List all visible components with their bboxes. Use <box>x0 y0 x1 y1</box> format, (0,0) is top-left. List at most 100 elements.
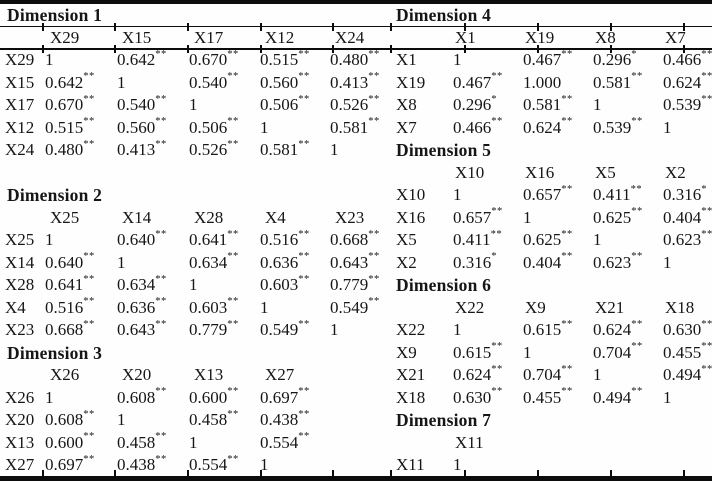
matrix-data-row: X28 0.641** 0.634** 1 0.603** 0.779** <box>0 274 392 297</box>
matrix-column-header: X28 <box>194 207 224 227</box>
significance-stars: ** <box>701 363 712 375</box>
correlation-value: 0.411** <box>453 228 503 249</box>
correlation-value: 1 <box>330 140 339 159</box>
matrix-column-header: X19 <box>525 27 555 47</box>
correlation-value: 0.458** <box>117 431 167 452</box>
significance-stars: ** <box>368 228 380 240</box>
matrix-row-label: X20 <box>5 410 35 429</box>
significance-stars: ** <box>701 341 712 353</box>
column-tick <box>390 45 392 54</box>
column-tick <box>537 45 539 54</box>
column-tick <box>114 45 116 54</box>
correlation-value: 1 <box>117 72 126 92</box>
correlation-value: 0.526** <box>330 93 380 114</box>
matrix-row-label: X10 <box>396 185 426 204</box>
correlation-value: 0.657** <box>523 183 573 204</box>
matrix-row-label: X28 <box>5 275 35 294</box>
matrix-column-header: X18 <box>665 297 695 317</box>
significance-stars: ** <box>561 363 573 375</box>
matrix-row-label: X2 <box>396 252 417 272</box>
correlation-value: 0.697** <box>260 386 310 407</box>
matrix-column-header: X10 <box>455 162 485 182</box>
significance-stars: * <box>491 251 497 263</box>
significance-stars: ** <box>83 251 95 263</box>
significance-stars: ** <box>227 408 239 420</box>
matrix-column-header: X11 <box>455 432 484 452</box>
matrix-header-row: X10 X16 X5 X2 <box>392 162 712 185</box>
correlation-value: 0.554** <box>260 431 310 452</box>
matrix-header-row: X26 X20 X13 X27 <box>0 364 392 387</box>
matrix-column-header: X21 <box>595 297 625 317</box>
correlation-value: 0.515** <box>45 116 95 137</box>
column-tick <box>114 469 116 477</box>
correlation-value: 1 <box>260 297 269 317</box>
correlation-value: 0.404** <box>663 206 712 227</box>
correlation-value: 0.506** <box>260 93 310 114</box>
correlation-value: 0.615** <box>453 341 503 362</box>
spacer-row <box>0 162 392 185</box>
significance-stars: ** <box>561 93 573 105</box>
correlation-value: 0.636** <box>260 251 310 272</box>
significance-stars: ** <box>155 228 167 240</box>
correlation-value: 0.670** <box>189 48 239 69</box>
significance-stars: ** <box>631 116 643 128</box>
significance-stars: ** <box>561 48 573 60</box>
matrix-data-row: X18 0.630** 0.455** 0.494** 1 <box>392 387 712 410</box>
significance-stars: ** <box>155 138 167 150</box>
matrix-data-row: X27 0.697** 0.438** 0.554** 1 <box>0 454 392 477</box>
correlation-value: 0.624** <box>663 71 712 92</box>
correlation-value: 0.779** <box>330 273 380 294</box>
matrix-data-row: X25 1 0.640** 0.641** 0.516** 0.668** <box>0 229 392 252</box>
matrix-row-label: X19 <box>396 72 426 92</box>
matrix-row-label: X25 <box>5 230 35 249</box>
correlation-value: 0.670** <box>45 93 95 114</box>
correlation-value: 0.641** <box>45 273 95 294</box>
correlation-value: 0.636** <box>117 296 167 317</box>
matrix-data-row: X7 0.466** 0.624** 0.539** 1 <box>392 117 712 140</box>
significance-stars: ** <box>155 296 167 308</box>
significance-stars: ** <box>491 363 503 375</box>
correlation-value: 0.642** <box>117 48 167 69</box>
correlation-value: 1 <box>189 95 198 114</box>
correlation-value: 1 <box>453 455 462 474</box>
correlation-value: 0.625** <box>523 228 573 249</box>
matrix-row-label: X22 <box>396 320 426 339</box>
significance-stars: ** <box>227 318 239 330</box>
column-tick <box>187 45 189 54</box>
matrix-column-header: X20 <box>122 365 152 384</box>
correlation-value: 0.581** <box>593 71 643 92</box>
correlation-value: 0.603** <box>189 296 239 317</box>
significance-stars: ** <box>155 386 167 398</box>
correlation-value: 0.630** <box>663 318 712 339</box>
significance-stars: ** <box>701 93 712 105</box>
matrix-data-row: X1 1 0.467** 0.296* 0.466** <box>392 49 712 72</box>
column-tick <box>332 45 334 54</box>
correlation-value: 1 <box>523 207 532 227</box>
correlation-value: 0.560** <box>260 71 310 92</box>
significance-stars: ** <box>155 453 167 465</box>
dimension-title-row: Dimension 6 <box>392 274 712 297</box>
column-tick <box>610 45 612 54</box>
correlation-value: 0.600** <box>45 431 95 452</box>
significance-stars: ** <box>491 386 503 398</box>
significance-stars: ** <box>298 48 310 60</box>
significance-stars: ** <box>83 273 95 285</box>
correlation-value: 0.668** <box>330 228 380 249</box>
matrix-data-row: X26 1 0.608** 0.600** 0.697** <box>0 387 392 410</box>
column-tick <box>683 469 685 477</box>
significance-stars: ** <box>83 318 95 330</box>
correlation-value: 0.608** <box>117 386 167 407</box>
significance-stars: ** <box>368 48 380 60</box>
significance-stars: ** <box>298 408 310 420</box>
significance-stars: ** <box>298 138 310 150</box>
correlation-value: 0.704** <box>523 363 573 384</box>
header-rule-line <box>0 48 712 50</box>
matrix-column-header: X8 <box>595 27 616 47</box>
significance-stars: ** <box>298 431 310 443</box>
significance-stars: ** <box>701 48 712 60</box>
correlation-value: 0.625** <box>593 206 643 227</box>
correlation-value: 0.413** <box>117 138 167 159</box>
significance-stars: ** <box>701 71 712 83</box>
significance-stars: ** <box>298 318 310 330</box>
correlation-value: 0.296* <box>453 93 497 114</box>
